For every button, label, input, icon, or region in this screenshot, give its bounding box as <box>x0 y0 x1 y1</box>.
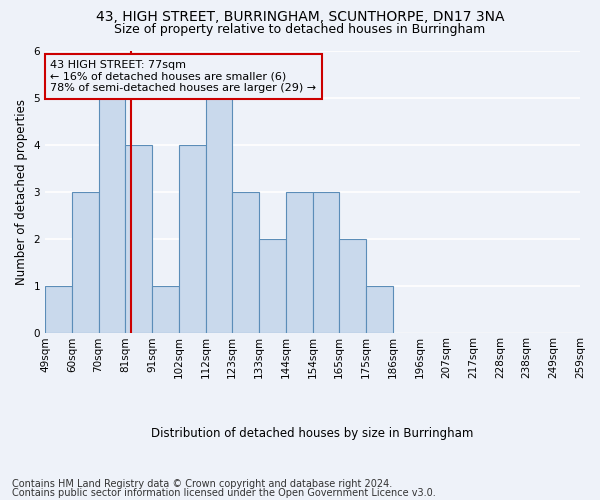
Bar <box>366 286 393 334</box>
Text: 43 HIGH STREET: 77sqm
← 16% of detached houses are smaller (6)
78% of semi-detac: 43 HIGH STREET: 77sqm ← 16% of detached … <box>50 60 317 93</box>
Y-axis label: Number of detached properties: Number of detached properties <box>15 100 28 286</box>
Bar <box>286 192 313 334</box>
Bar <box>152 286 179 334</box>
Text: Contains public sector information licensed under the Open Government Licence v3: Contains public sector information licen… <box>12 488 436 498</box>
Bar <box>179 146 206 334</box>
X-axis label: Distribution of detached houses by size in Burringham: Distribution of detached houses by size … <box>151 427 474 440</box>
Bar <box>206 98 232 334</box>
Text: Size of property relative to detached houses in Burringham: Size of property relative to detached ho… <box>115 22 485 36</box>
Text: 43, HIGH STREET, BURRINGHAM, SCUNTHORPE, DN17 3NA: 43, HIGH STREET, BURRINGHAM, SCUNTHORPE,… <box>96 10 504 24</box>
Bar <box>259 240 286 334</box>
Bar <box>125 146 152 334</box>
Bar <box>232 192 259 334</box>
Bar <box>98 98 125 334</box>
Bar <box>339 240 366 334</box>
Bar <box>72 192 98 334</box>
Bar <box>45 286 72 334</box>
Text: Contains HM Land Registry data © Crown copyright and database right 2024.: Contains HM Land Registry data © Crown c… <box>12 479 392 489</box>
Bar <box>313 192 339 334</box>
